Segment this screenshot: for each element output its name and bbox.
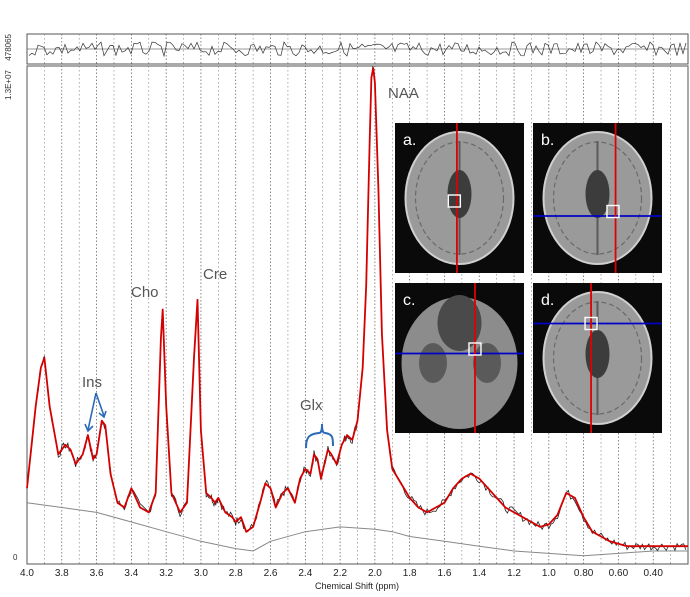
inset-label: d.	[541, 292, 554, 309]
brain-slice	[401, 297, 518, 429]
residual-line	[28, 41, 687, 58]
x-tick-label: 2.8	[229, 568, 243, 579]
temporal-lobe	[473, 343, 501, 383]
inset-label: b.	[541, 132, 554, 149]
x-tick-label: 1.2	[507, 568, 521, 579]
x-tick-label: 1.8	[403, 568, 417, 579]
ventricle	[585, 330, 610, 378]
mri-inset-b: b.	[533, 123, 662, 273]
peak-label-naa: NAA	[388, 85, 419, 102]
x-tick-label: 1.0	[542, 568, 556, 579]
mri-inset-d: d.	[533, 283, 662, 433]
x-tick-label: 1.4	[472, 568, 486, 579]
temporal-lobe	[419, 343, 447, 383]
fit-curve	[26, 67, 688, 548]
x-tick-label: 0.80	[574, 568, 594, 579]
peak-label-ins: Ins	[82, 374, 102, 391]
x-tick-label: 0.40	[643, 568, 663, 579]
main-scale-label: 1.3E+07	[4, 69, 13, 100]
ins-arrows	[84, 392, 107, 433]
x-tick-label: 3.6	[90, 568, 104, 579]
x-tick-label: 3.4	[124, 568, 138, 579]
x-tick-label: 2.0	[368, 568, 382, 579]
x-axis-label: Chemical Shift (ppm)	[315, 581, 399, 591]
mri-inset-c: c.	[395, 283, 524, 433]
residual-trace	[28, 41, 687, 58]
x-tick-label: 3.8	[55, 568, 69, 579]
ventricle	[447, 170, 472, 218]
x-tick-label: 3.2	[159, 568, 173, 579]
x-tick-label: 0.60	[609, 568, 629, 579]
voi-box	[447, 194, 462, 208]
x-tick-label: 4.0	[20, 568, 34, 579]
residual-scale-label: 478065	[4, 33, 13, 60]
zero-label: 0	[13, 553, 18, 562]
x-tick-labels: 4.0 3.8 3.6 3.4 3.2 3.0 2.8 2.6 2.4 2.2 2.0 1.8 1.6 1…	[20, 568, 663, 579]
peak-label-cho: Cho	[131, 284, 159, 301]
x-tick-label: 2.2	[333, 568, 347, 579]
x-tick-label: 2.4	[298, 568, 312, 579]
inset-label: a.	[403, 132, 416, 149]
grid-lines	[26, 34, 671, 564]
orbit-region	[437, 295, 482, 351]
baseline-curve	[26, 502, 688, 557]
inset-label: c.	[403, 292, 415, 309]
voi-box	[606, 204, 620, 219]
ventricle	[585, 170, 610, 218]
peak-label-glx: Glx	[300, 397, 323, 414]
spectrum-curves	[26, 66, 688, 557]
x-tick-label: 1.6	[438, 568, 452, 579]
glx-bracket	[305, 423, 334, 449]
x-tick-label: 2.6	[264, 568, 278, 579]
voi-box	[584, 316, 598, 331]
peak-label-cre: Cre	[203, 266, 227, 283]
mri-inset-a: a.	[395, 123, 524, 273]
x-tick-label: 3.0	[194, 568, 208, 579]
voi-box	[468, 342, 482, 356]
